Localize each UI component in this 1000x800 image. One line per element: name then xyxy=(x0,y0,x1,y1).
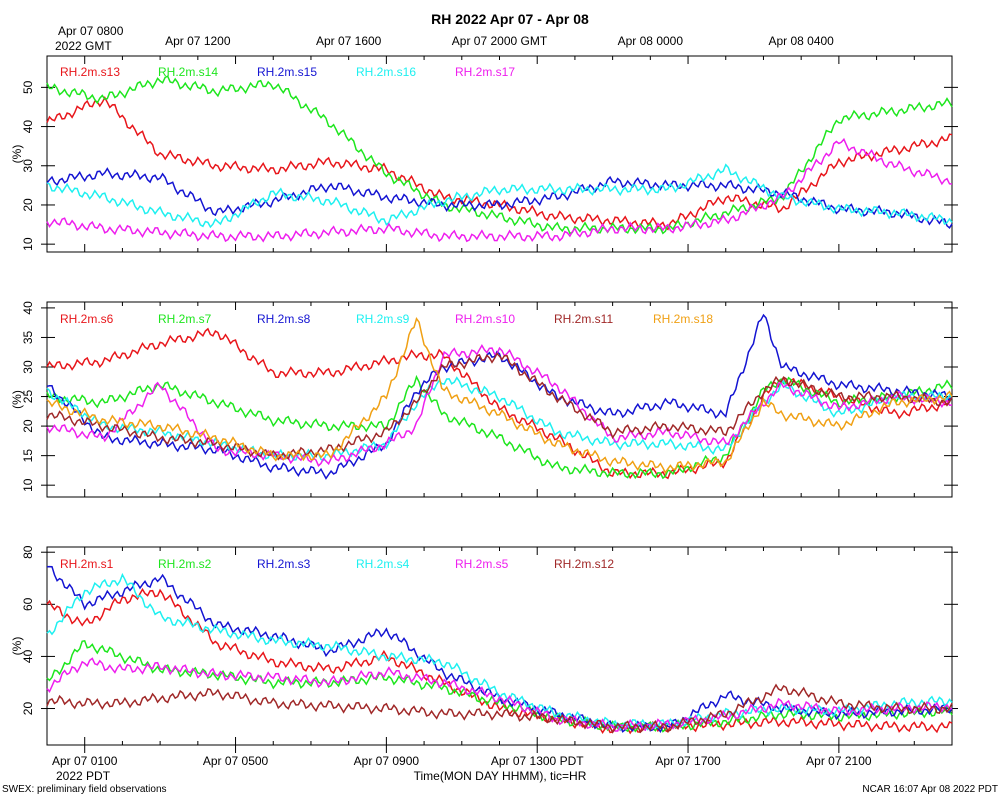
bottom-axis-label: Apr 07 0100 xyxy=(52,754,118,768)
legend-RH.2m.s8: RH.2m.s8 xyxy=(257,312,311,326)
y-tick-label: 60 xyxy=(21,597,35,611)
y-tick-label: 35 xyxy=(21,330,35,344)
series-line-RH.2m.s3 xyxy=(46,565,953,734)
top-axis-label: Apr 08 0400 xyxy=(768,34,834,48)
x-axis-title: Time(MON DAY HHMM), tic=HR xyxy=(414,769,587,783)
bottom-axis-label: Apr 07 1700 xyxy=(655,754,721,768)
series-line-RH.2m.s8 xyxy=(46,313,953,480)
series-line-RH.2m.s7 xyxy=(46,374,953,480)
panel-frame xyxy=(46,55,953,253)
series-line-RH.2m.s1 xyxy=(46,587,953,735)
series-line-RH.2m.s2 xyxy=(46,639,953,733)
top-gmt-axis: Apr 07 0800 2022 GMT Apr 07 1200 Apr 07 1… xyxy=(55,24,834,53)
footer-right-stamp: NCAR 16:07 Apr 08 2022 PDT xyxy=(862,784,998,795)
series-line-RH.2m.s13 xyxy=(46,96,953,231)
legend-RH.2m.s9: RH.2m.s9 xyxy=(356,312,410,326)
y-tick-label: 15 xyxy=(21,449,35,463)
legend-RH.2m.s10: RH.2m.s10 xyxy=(455,312,515,326)
series-line-RH.2m.s10 xyxy=(46,344,953,467)
panel-bottom: 20 40 60 80 (%) RH.2m.s1 RH.2m.s2 RH.2m.s3 RH.2m… xyxy=(10,545,958,746)
y-axis-label: (%) xyxy=(10,390,24,409)
series-line-RH.2m.s6 xyxy=(46,327,953,480)
series-line-RH.2m.s17 xyxy=(46,137,953,243)
y-tick-label: 40 xyxy=(21,649,35,663)
legend-RH.2m.s18: RH.2m.s18 xyxy=(653,312,713,326)
y-tick-label: 20 xyxy=(21,419,35,433)
legend-RH.2m.s14: RH.2m.s14 xyxy=(158,65,218,79)
series-line-RH.2m.s5 xyxy=(46,657,953,732)
bottom-pdt-axis: 2022 PDT Time(MON DAY HHMM), tic=HR Apr … xyxy=(52,745,872,783)
y-tick-label: 30 xyxy=(21,159,35,173)
legend-RH.2m.s5: RH.2m.s5 xyxy=(455,557,509,571)
series-line-RH.2m.s16 xyxy=(46,163,953,229)
bottom-axis-first-label-sub: 2022 PDT xyxy=(56,769,111,783)
y-tick-label: 30 xyxy=(21,360,35,374)
legend-RH.2m.s13: RH.2m.s13 xyxy=(60,65,120,79)
y-tick-label: 20 xyxy=(21,198,35,212)
legend-RH.2m.s17: RH.2m.s17 xyxy=(455,65,515,79)
series-line-RH.2m.s12 xyxy=(46,683,953,734)
y-tick-label: 25 xyxy=(21,390,35,404)
legend-RH.2m.s1: RH.2m.s1 xyxy=(60,557,114,571)
top-axis-label: Apr 07 2000 GMT xyxy=(452,34,548,48)
top-axis-first-label-sub: 2022 GMT xyxy=(55,39,112,53)
legend-RH.2m.s7: RH.2m.s7 xyxy=(158,312,212,326)
legend-RH.2m.s2: RH.2m.s2 xyxy=(158,557,212,571)
series-line-RH.2m.s15 xyxy=(46,167,953,230)
bottom-axis-label: Apr 07 0900 xyxy=(354,754,420,768)
legend-RH.2m.s12: RH.2m.s12 xyxy=(554,557,614,571)
y-tick-label: 50 xyxy=(21,80,35,94)
series-line-RH.2m.s14 xyxy=(46,75,953,235)
footer-left-note: SWEX: preliminary field observations xyxy=(2,784,167,795)
y-tick-label: 20 xyxy=(21,702,35,716)
legend-RH.2m.s15: RH.2m.s15 xyxy=(257,65,317,79)
y-tick-label: 10 xyxy=(21,478,35,492)
top-axis-label: Apr 08 0000 xyxy=(618,34,684,48)
chart-title: RH 2022 Apr 07 - Apr 08 xyxy=(431,11,589,27)
top-axis-label: Apr 07 1200 xyxy=(165,34,231,48)
top-axis-label: Apr 07 1600 xyxy=(316,34,382,48)
y-tick-label: 80 xyxy=(21,545,35,559)
series-line-RH.2m.s4 xyxy=(46,572,953,732)
bottom-axis-label: Apr 07 0500 xyxy=(203,754,269,768)
y-tick-label: 40 xyxy=(21,120,35,134)
y-axis-label: (%) xyxy=(10,637,24,656)
legend-RH.2m.s3: RH.2m.s3 xyxy=(257,557,311,571)
legend-RH.2m.s11: RH.2m.s11 xyxy=(554,312,613,326)
legend-RH.2m.s6: RH.2m.s6 xyxy=(60,312,114,326)
panel-top: 10 20 30 40 50 (%) RH.2m.s13 RH.2m.s14 RH.2m.s15… xyxy=(10,55,958,253)
series-line-RH.2m.s18 xyxy=(46,317,953,475)
panel-middle: 10 15 20 25 30 35 40 (%) RH.2m.s6 RH.2m.s7 RH.2m.s… xyxy=(10,301,958,498)
bottom-axis-label: Apr 07 2100 xyxy=(806,754,872,768)
panel-frame xyxy=(46,301,953,498)
y-tick-label: 40 xyxy=(21,301,35,315)
y-tick-label: 10 xyxy=(21,237,35,251)
legend-RH.2m.s16: RH.2m.s16 xyxy=(356,65,416,79)
bottom-axis-label: Apr 07 1300 PDT xyxy=(491,754,584,768)
series-line-RH.2m.s11 xyxy=(46,352,953,461)
legend-RH.2m.s4: RH.2m.s4 xyxy=(356,557,410,571)
y-axis-label: (%) xyxy=(10,145,24,164)
series-line-RH.2m.s9 xyxy=(46,376,953,462)
top-axis-first-label: Apr 07 0800 xyxy=(58,24,124,38)
